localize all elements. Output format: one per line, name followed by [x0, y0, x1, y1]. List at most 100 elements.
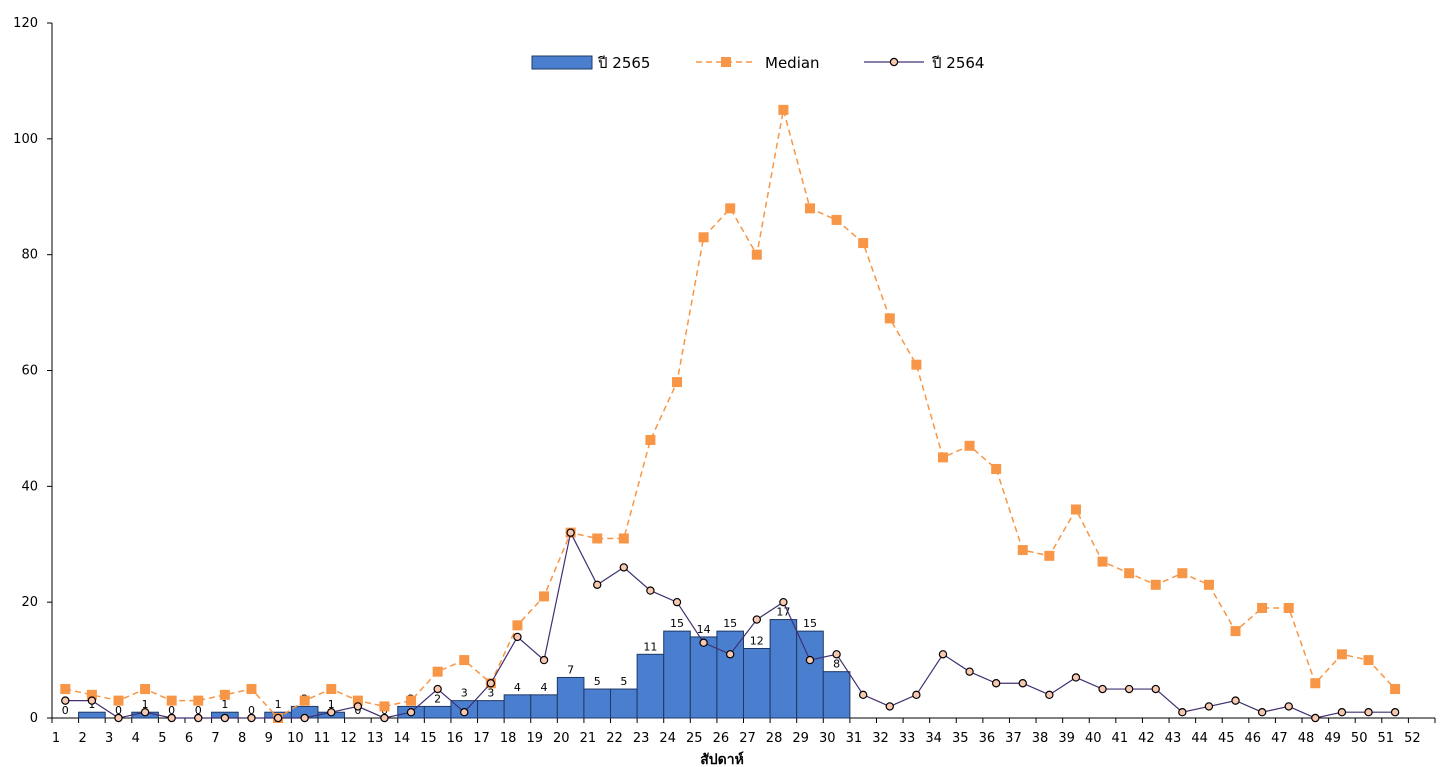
x-tick-label: 42 [1138, 731, 1155, 746]
x-tick-label: 23 [633, 731, 650, 746]
median-point [831, 214, 842, 225]
prev-year-point [726, 650, 735, 659]
x-tick-label: 29 [792, 731, 809, 746]
median-point [592, 533, 603, 544]
x-tick-label: 9 [265, 731, 273, 746]
x-tick-label: 34 [925, 731, 942, 746]
median-point [645, 435, 656, 445]
bar [796, 630, 824, 719]
x-tick-label: 49 [1324, 731, 1341, 746]
bar-data-label: 14 [697, 623, 711, 636]
median-point [1070, 504, 1081, 515]
median-line [65, 109, 1396, 719]
y-tick-label: 100 [13, 132, 38, 147]
x-tick-label: 24 [659, 731, 676, 746]
y-tick-label: 0 [30, 711, 38, 726]
median-point [778, 104, 789, 115]
x-tick-label: 18 [500, 731, 517, 746]
prev-year-point [380, 713, 389, 723]
x-tick-label: 5 [158, 731, 166, 746]
bar-data-label: 8 [833, 658, 840, 671]
x-tick-label: 52 [1404, 731, 1421, 746]
prev-year-point [539, 655, 549, 665]
x-tick-label: 39 [1058, 731, 1075, 746]
prev-year-point [858, 690, 868, 700]
median-point [1310, 678, 1321, 689]
prev-year-point [406, 708, 416, 717]
bar-data-label: 0 [248, 704, 255, 717]
prev-year-point [114, 713, 123, 723]
x-tick-label: 36 [979, 731, 996, 746]
legend-label-bars: ปี 2565 [597, 54, 650, 72]
median-point [219, 689, 230, 700]
x-tick-label: 51 [1378, 731, 1395, 746]
median-point [1257, 602, 1268, 613]
x-tick-label: 46 [1245, 731, 1262, 746]
x-tick-label: 15 [420, 731, 437, 746]
x-tick-label: 8 [238, 731, 246, 746]
bar [716, 630, 745, 719]
x-axis-title: สัปดาห์ [700, 751, 744, 767]
x-tick-label: 14 [393, 731, 410, 746]
bar-data-label: 15 [803, 617, 817, 630]
x-tick-label: 37 [1005, 731, 1022, 746]
x-tick-label: 19 [526, 731, 543, 746]
x-tick-label: 10 [287, 731, 304, 746]
x-tick-label: 44 [1191, 731, 1208, 746]
x-tick-label: 48 [1298, 731, 1315, 746]
x-tick-label: 35 [952, 731, 969, 746]
prev-year-point [1151, 684, 1160, 694]
prev-year-point [805, 655, 815, 665]
median-point [937, 452, 948, 463]
bar-data-label: 4 [541, 681, 548, 694]
prev-year-point [1124, 684, 1134, 694]
y-tick-label: 40 [21, 479, 38, 494]
prev-year-point [672, 597, 682, 607]
prev-year-point [460, 708, 469, 717]
median-point [140, 684, 151, 695]
x-tick-label: 12 [340, 731, 357, 746]
median-point [326, 684, 337, 695]
median-point [1230, 626, 1241, 637]
bar [423, 705, 452, 719]
bar-data-label: 0 [195, 704, 202, 717]
median-series [60, 104, 1401, 723]
median-point [804, 203, 815, 214]
x-tick-label: 16 [447, 731, 464, 746]
median-point [246, 684, 257, 695]
prev-year-series [61, 528, 1400, 723]
x-tick-label: 50 [1351, 731, 1368, 746]
x-tick-label: 26 [713, 731, 730, 746]
bar [822, 671, 851, 719]
bar-data-label: 1 [275, 698, 282, 711]
bar [477, 700, 505, 719]
prev-year-point [1284, 702, 1293, 711]
median-point [352, 695, 363, 706]
median-point [1017, 545, 1028, 556]
bar-data-label: 7 [567, 663, 574, 676]
prev-year-point [433, 684, 442, 694]
prev-year-point [779, 597, 788, 607]
median-point [964, 440, 975, 451]
bar-data-label: 5 [594, 675, 601, 688]
legend-label-median: Median [765, 54, 820, 72]
x-tick-label: 20 [553, 731, 570, 746]
bar-data-label: 2 [434, 692, 441, 705]
prev-year-point [832, 650, 841, 659]
x-tick-label: 21 [580, 731, 597, 746]
median-point [1363, 655, 1374, 666]
prev-year-point [247, 713, 256, 723]
x-tick-label: 30 [819, 731, 836, 746]
prev-year-point [1390, 708, 1400, 717]
prev-year-point [140, 708, 150, 717]
median-point [1097, 556, 1108, 567]
prev-year-point [1071, 673, 1081, 682]
median-point [86, 689, 97, 700]
x-tick-label: 2 [78, 731, 86, 746]
prev-year-point [1178, 708, 1187, 717]
median-point [1177, 568, 1188, 579]
prev-year-point [486, 679, 496, 688]
prev-year-point [220, 713, 230, 723]
bar-data-label: 15 [670, 617, 684, 630]
y-tick-label: 120 [13, 16, 38, 31]
